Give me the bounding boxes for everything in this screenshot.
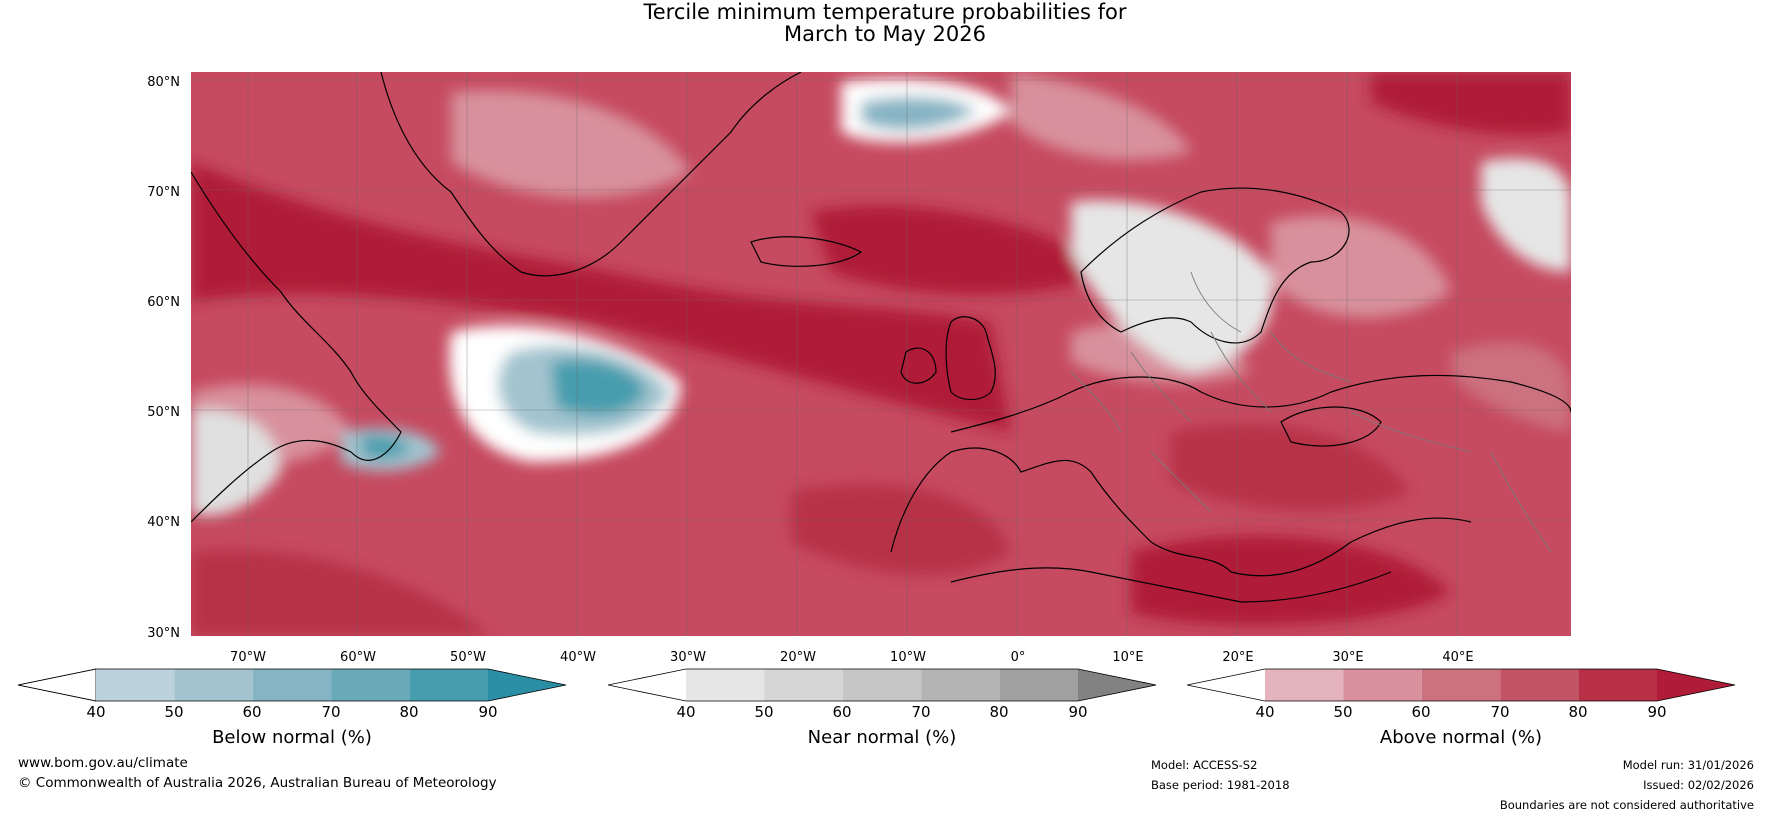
cb-near-high-extend: [1078, 669, 1156, 701]
cb-above-swatch-5: [1578, 669, 1657, 701]
cb-below-tick-60: 60: [242, 703, 262, 721]
cb-near-tick-40: 40: [676, 703, 696, 721]
probability-map: [191, 72, 1571, 636]
cb-near-swatch-1: [686, 669, 765, 701]
probability-field: [191, 72, 1571, 636]
cb-near-tick-60: 60: [832, 703, 852, 721]
cb-above-outline: [1187, 668, 1736, 702]
chart-title-line1: Tercile minimum temperature probabilitie…: [643, 0, 1127, 24]
cb-below-outline: [18, 668, 567, 702]
cb-below-tick-80: 80: [399, 703, 419, 721]
lon-label-30w: 30°W: [670, 650, 706, 665]
cb-near-tick-50: 50: [754, 703, 774, 721]
footer-model-run: Model run: 31/01/2026: [1622, 758, 1754, 772]
cb-near-swatch-3: [842, 669, 922, 701]
coastlines: [191, 72, 1571, 603]
lon-label-20e: 20°E: [1222, 650, 1254, 665]
cb-above-tick-60: 60: [1411, 703, 1431, 721]
lon-label-0: 0°: [1010, 650, 1026, 665]
footer-model: Model: ACCESS-S2: [1151, 758, 1258, 772]
map-svg: [191, 72, 1571, 636]
lat-label-30n: 30°N: [147, 626, 180, 641]
colorbar-above-normal: [1187, 668, 1736, 702]
graticule: [191, 72, 1571, 636]
lat-label-40n: 40°N: [147, 515, 180, 530]
cb-near-tick-90: 90: [1068, 703, 1088, 721]
cb-above-tick-50: 50: [1333, 703, 1353, 721]
colorbar-below-normal: [18, 668, 567, 702]
cb-near-tick-70: 70: [911, 703, 931, 721]
lon-label-70w: 70°W: [230, 650, 266, 665]
cb-above-tick-70: 70: [1490, 703, 1510, 721]
footer-copyright: © Commonwealth of Australia 2026, Austra…: [18, 775, 497, 791]
cb-below-swatch-4: [331, 669, 410, 701]
lon-label-10e: 10°E: [1112, 650, 1144, 665]
cb-above-tick-90: 90: [1647, 703, 1667, 721]
lon-label-50w: 50°W: [450, 650, 486, 665]
cb-near-low-extend: [608, 669, 686, 701]
lon-label-40w: 40°W: [560, 650, 596, 665]
chart-title-line2: March to May 2026: [784, 22, 986, 46]
cb-below-swatch-2: [174, 669, 253, 701]
cb-above-swatch-1: [1265, 669, 1344, 701]
cb-above-swatch-3: [1421, 669, 1501, 701]
cb-below-swatch-1: [96, 669, 175, 701]
cb-near-swatch-4: [921, 669, 1000, 701]
cb-above-tick-80: 80: [1568, 703, 1588, 721]
cb-near-outline: [608, 668, 1157, 702]
cb-above-label: Above normal (%): [1379, 727, 1543, 748]
colorbar-near-normal: [608, 668, 1157, 702]
cb-below-high-extend: [488, 669, 566, 701]
cb-above-tick-40: 40: [1255, 703, 1275, 721]
footer-url: www.bom.gov.au/climate: [18, 755, 188, 771]
lat-label-50n: 50°N: [147, 405, 180, 420]
cb-below-label: Below normal (%): [212, 727, 372, 748]
cb-below-swatch-3: [252, 669, 332, 701]
cb-below-tick-70: 70: [321, 703, 341, 721]
footer-issued: Issued: 02/02/2026: [1643, 778, 1754, 792]
borders: [1070, 271, 1552, 553]
cb-above-low-extend: [1187, 669, 1265, 701]
cb-near-swatch-5: [999, 669, 1078, 701]
cb-below-tick-40: 40: [86, 703, 106, 721]
cb-above-swatch-2: [1343, 669, 1422, 701]
lon-label-60w: 60°W: [340, 650, 376, 665]
cb-above-swatch-4: [1500, 669, 1579, 701]
cb-below-tick-50: 50: [164, 703, 184, 721]
cb-above-high-extend: [1657, 669, 1735, 701]
lon-label-10w: 10°W: [890, 650, 926, 665]
lon-label-30e: 30°E: [1332, 650, 1364, 665]
footer-disclaimer: Boundaries are not considered authoritat…: [1499, 798, 1754, 812]
lon-label-20w: 20°W: [780, 650, 816, 665]
cb-near-label: Near normal (%): [807, 727, 957, 748]
lon-label-40e: 40°E: [1442, 650, 1474, 665]
cb-below-swatch-5: [409, 669, 488, 701]
lat-label-60n: 60°N: [147, 295, 180, 310]
cb-near-swatch-2: [764, 669, 843, 701]
footer-base-period: Base period: 1981-2018: [1151, 778, 1290, 792]
cb-below-tick-90: 90: [478, 703, 498, 721]
cb-below-low-extend: [18, 668, 97, 702]
cb-near-tick-80: 80: [989, 703, 1009, 721]
lat-label-70n: 70°N: [147, 185, 180, 200]
lat-label-80n: 80°N: [147, 75, 180, 90]
